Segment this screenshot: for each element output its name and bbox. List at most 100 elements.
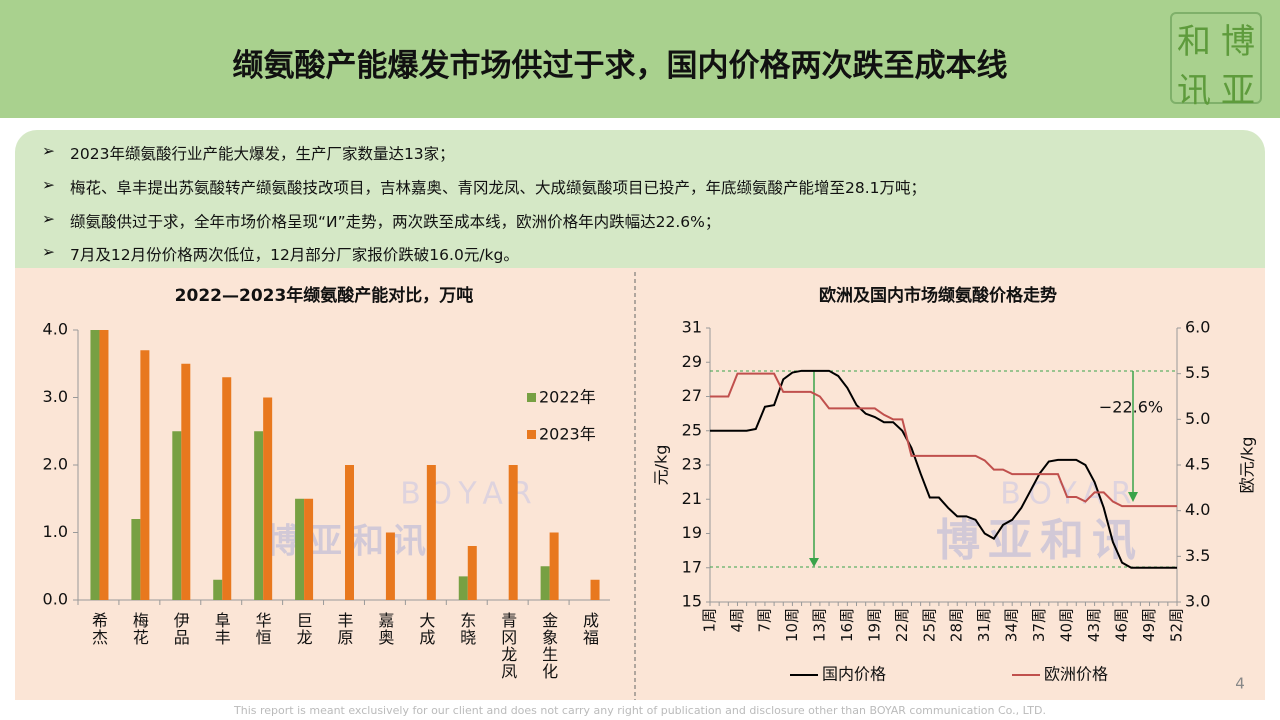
x-tick-label: 梅花	[130, 612, 149, 646]
title: 缬氨酸产能爆发市场供过于求，国内价格两次跌至成本线	[232, 48, 1008, 84]
y-tick-label: 4.0	[43, 320, 68, 339]
watermark: 博亚和讯	[936, 515, 1144, 566]
bullet-text: 缬氨酸供过于求，全年市场价格呈现“И”走势，两次跌至成本线，欧洲价格年内跌幅达2…	[70, 213, 721, 231]
y2-tick-label: 3.0	[1185, 592, 1210, 611]
x-tick-label: 37周	[1030, 608, 1048, 642]
bar	[458, 576, 468, 600]
y-tick-label: 2.0	[43, 455, 68, 474]
bar	[426, 465, 436, 600]
x-tick-label: 金象生化	[539, 612, 558, 680]
bar	[467, 546, 477, 600]
bar	[590, 579, 600, 600]
page-number: 4	[1235, 675, 1245, 693]
x-tick-label: 43周	[1085, 608, 1103, 642]
chart-title: 欧洲及国内市场缬氨酸价格走势	[819, 285, 1057, 306]
bar	[222, 377, 232, 600]
line	[710, 372, 1177, 508]
y-tick-label: 23	[682, 455, 702, 474]
x-tick-label: 25周	[920, 608, 938, 642]
y2-axis-label: 欧元/kg	[1238, 437, 1257, 494]
bar	[99, 330, 109, 600]
x-tick-label: 4周	[728, 608, 746, 633]
bullet: ➢ 7月及12月份价格两次低位，12月部分厂家报价跌破16.0元/kg。	[42, 243, 519, 264]
x-tick-label: 希杰	[89, 612, 108, 646]
x-tick-label: 伊品	[171, 612, 190, 646]
x-tick-label: 13周	[810, 608, 828, 642]
x-tick-label: 16周	[838, 608, 856, 642]
logo-char: 和	[1177, 22, 1211, 62]
logo: 和博讯亚	[1170, 12, 1262, 111]
logo-char: 博	[1221, 22, 1255, 62]
bullet: ➢ 2023年缬氨酸行业产能大爆发，生产厂家数量达13家；	[42, 142, 455, 163]
y-tick-label: 3.0	[43, 387, 68, 406]
legend-label: 2023年	[539, 425, 596, 444]
bar	[385, 532, 395, 600]
bullet-box: ➢ 2023年缬氨酸行业产能大爆发，生产厂家数量达13家； ➢ 梅花、阜丰提出苏氨酸…	[15, 130, 1265, 268]
x-tick-label: 49周	[1140, 608, 1158, 642]
bar	[540, 566, 550, 600]
y2-tick-label: 5.0	[1185, 409, 1210, 428]
y2-tick-label: 4.0	[1185, 500, 1210, 519]
x-tick-label: 46周	[1113, 608, 1131, 642]
x-tick-label: 40周	[1058, 608, 1076, 642]
bar	[254, 431, 264, 600]
bar	[140, 350, 150, 600]
y2-tick-label: 4.5	[1185, 455, 1210, 474]
line	[710, 369, 1177, 569]
bar	[181, 363, 191, 600]
x-tick-label: 19周	[865, 608, 883, 642]
x-tick-label: 1周	[701, 608, 719, 633]
x-tick-label: 22周	[893, 608, 911, 642]
bar	[304, 498, 314, 600]
y-tick-label: 17	[682, 557, 702, 576]
y-tick-label: 27	[682, 386, 702, 405]
y-tick-label: 19	[682, 523, 702, 542]
y-tick-label: 31	[682, 318, 702, 337]
bullet-text: 梅花、阜丰提出苏氨酸转产缬氨酸技改项目，吉林嘉奥、青冈龙凤、大成缬氨酸项目已投产…	[70, 179, 927, 197]
bar	[345, 465, 354, 600]
y-tick-label: 21	[682, 489, 702, 508]
x-tick-label: 巨龙	[294, 612, 313, 646]
footer: This report is meant exclusively for our…	[233, 704, 1046, 717]
arrowhead	[809, 558, 819, 567]
y2-tick-label: 6.0	[1185, 318, 1210, 337]
header: 缬氨酸产能爆发市场供过于求，国内价格两次跌至成本线 和博讯亚	[0, 0, 1280, 118]
bullet-text: 7月及12月份价格两次低位，12月部分厂家报价跌破16.0元/kg。	[70, 246, 519, 264]
bar	[263, 397, 273, 600]
y2-tick-label: 5.5	[1185, 363, 1210, 382]
annotation: −22.6%	[1099, 398, 1163, 417]
chart-title: 2022—2023年缬氨酸产能对比，万吨	[175, 285, 474, 306]
bar	[90, 330, 100, 600]
x-tick-label: 青冈龙凤	[498, 612, 517, 680]
x-tick-label: 东晓	[457, 612, 476, 646]
x-tick-label: 丰原	[335, 612, 354, 646]
bar	[508, 465, 518, 600]
arrowhead	[1128, 492, 1138, 502]
x-tick-label: 52周	[1168, 608, 1186, 642]
bar	[172, 431, 182, 600]
bar	[213, 579, 223, 600]
logo-char: 亚	[1221, 71, 1255, 111]
y-tick-label: 1.0	[43, 522, 68, 541]
bullet: ➢ 梅花、阜丰提出苏氨酸转产缬氨酸技改项目，吉林嘉奥、青冈龙凤、大成缬氨酸项目已投…	[42, 176, 927, 197]
bar	[295, 498, 305, 600]
x-tick-label: 7周	[755, 608, 773, 633]
y-axis-label: 元/kg	[652, 445, 671, 486]
x-tick-label: 嘉奥	[375, 612, 394, 646]
x-tick-label: 28周	[948, 608, 966, 642]
x-tick-label: 10周	[783, 608, 801, 642]
legend-label: 欧洲价格	[1044, 665, 1108, 684]
y-tick-label: 25	[682, 420, 702, 439]
x-tick-label: 大成	[416, 612, 435, 646]
y-tick-label: 29	[682, 352, 702, 371]
x-tick-label: 华恒	[253, 612, 272, 646]
watermark: BOYAR	[400, 477, 539, 512]
x-tick-label: 成福	[580, 612, 599, 646]
bullet-text: 2023年缬氨酸行业产能大爆发，生产厂家数量达13家；	[70, 145, 455, 163]
x-tick-label: 阜丰	[212, 612, 231, 646]
bar	[549, 532, 559, 600]
legend-label: 2022年	[539, 388, 596, 407]
x-tick-label: 31周	[975, 608, 993, 642]
